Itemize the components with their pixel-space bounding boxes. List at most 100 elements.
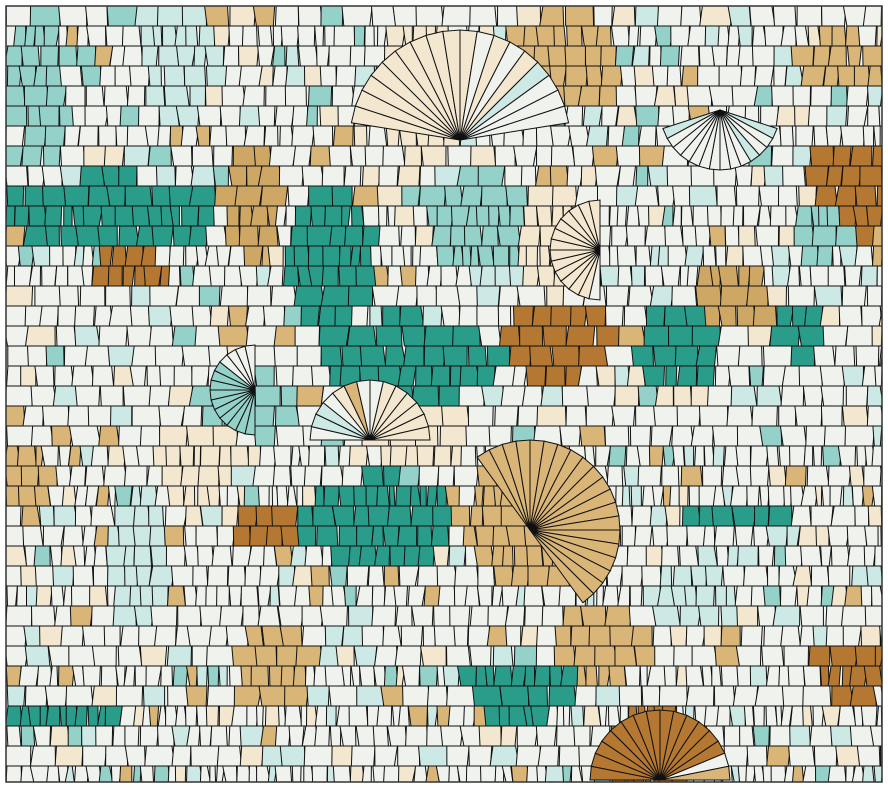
- voronoi-cell: [118, 425, 143, 447]
- voronoi-cell: [158, 45, 180, 67]
- voronoi-cell: [31, 245, 52, 267]
- voronoi-cell: [686, 525, 707, 547]
- voronoi-cell: [133, 505, 151, 527]
- voronoi-cell: [368, 125, 388, 147]
- voronoi-cell: [478, 725, 502, 747]
- voronoi-cell: [536, 625, 558, 647]
- voronoi-cell: [16, 445, 37, 467]
- voronoi-cell: [866, 385, 882, 407]
- voronoi-cell: [217, 465, 233, 487]
- voronoi-cell: [247, 445, 262, 467]
- voronoi-cell: [184, 505, 204, 527]
- voronoi-cell: [38, 105, 60, 127]
- voronoi-cell: [239, 725, 264, 747]
- voronoi-cell: [769, 725, 792, 747]
- voronoi-cell: [872, 145, 882, 167]
- voronoi-cell: [480, 185, 508, 207]
- voronoi-cell: [158, 105, 180, 127]
- voronoi-cell: [44, 685, 69, 707]
- voronoi-cell: [871, 585, 882, 607]
- voronoi-cell: [486, 345, 511, 367]
- voronoi-cell: [523, 585, 545, 607]
- voronoi-cell: [108, 305, 134, 327]
- voronoi-cell: [691, 325, 722, 347]
- voronoi-cell: [123, 545, 136, 567]
- voronoi-cell: [711, 45, 728, 67]
- voronoi-cell: [253, 145, 272, 167]
- voronoi-cell: [775, 105, 798, 127]
- voronoi-cell: [426, 685, 449, 707]
- voronoi-cell: [107, 345, 136, 367]
- voronoi-cell: [131, 405, 161, 427]
- voronoi-cell: [84, 465, 105, 487]
- voronoi-cell: [20, 725, 36, 747]
- voronoi-cell: [457, 665, 478, 687]
- voronoi-cell: [389, 445, 408, 467]
- voronoi-cell: [755, 225, 780, 247]
- voronoi-cell: [224, 265, 242, 287]
- voronoi-cell: [842, 485, 854, 507]
- voronoi-cell: [225, 625, 249, 647]
- voronoi-cell: [58, 45, 78, 67]
- voronoi-cell: [93, 525, 110, 547]
- voronoi-cell: [790, 505, 812, 527]
- voronoi-cell: [690, 425, 714, 447]
- voronoi-cell: [446, 645, 471, 667]
- voronoi-cell: [401, 325, 426, 347]
- voronoi-cell: [47, 645, 71, 667]
- voronoi-cell: [864, 525, 879, 547]
- voronoi-cell: [358, 665, 376, 687]
- voronoi-cell: [752, 705, 765, 727]
- voronoi-cell: [179, 265, 195, 287]
- voronoi-cell: [160, 665, 173, 687]
- voronoi-cell: [166, 645, 192, 667]
- voronoi-cell: [222, 765, 238, 782]
- voronoi-cell: [461, 245, 472, 267]
- voronoi-cell: [318, 305, 338, 327]
- voronoi-cell: [171, 325, 199, 347]
- voronoi-cell: [374, 545, 391, 567]
- voronoi-cell: [6, 125, 26, 147]
- voronoi-cell: [736, 425, 764, 447]
- voronoi-cell: [742, 245, 763, 267]
- voronoi-cell: [294, 205, 313, 227]
- voronoi-cell: [853, 65, 871, 87]
- voronoi-cell: [659, 45, 680, 67]
- voronoi-cell: [371, 6, 397, 27]
- voronoi-cell: [476, 585, 493, 607]
- voronoi-cell: [814, 185, 838, 207]
- voronoi-cell: [207, 665, 220, 687]
- voronoi-cell: [725, 585, 737, 607]
- voronoi-cell: [648, 445, 664, 467]
- voronoi-cell: [866, 285, 882, 307]
- voronoi-cell: [114, 485, 133, 507]
- voronoi-cell: [727, 365, 751, 387]
- voronoi-cell: [664, 505, 681, 527]
- voronoi-cell: [690, 385, 709, 407]
- voronoi-cell: [228, 25, 245, 47]
- voronoi-cell: [117, 525, 136, 547]
- voronoi-cell: [761, 645, 785, 667]
- voronoi-cell: [539, 6, 565, 27]
- voronoi-cell: [114, 505, 136, 527]
- voronoi-cell: [296, 345, 323, 367]
- voronoi-cell: [631, 505, 654, 527]
- voronoi-cell: [586, 385, 617, 407]
- voronoi-cell: [691, 645, 719, 667]
- voronoi-cell: [205, 65, 229, 87]
- voronoi-cell: [280, 665, 296, 687]
- voronoi-cell: [572, 145, 596, 167]
- voronoi-cell: [105, 745, 128, 767]
- voronoi-cell: [680, 6, 702, 27]
- voronoi-cell: [131, 285, 153, 307]
- voronoi-cell: [558, 745, 582, 767]
- voronoi-cell: [600, 65, 624, 87]
- voronoi-cell: [841, 365, 864, 387]
- voronoi-cell: [736, 605, 759, 627]
- voronoi-cell: [6, 465, 25, 487]
- voronoi-cell: [380, 685, 405, 707]
- voronoi-cell: [382, 625, 402, 647]
- voronoi-cell: [197, 205, 215, 227]
- voronoi-cell: [98, 325, 128, 347]
